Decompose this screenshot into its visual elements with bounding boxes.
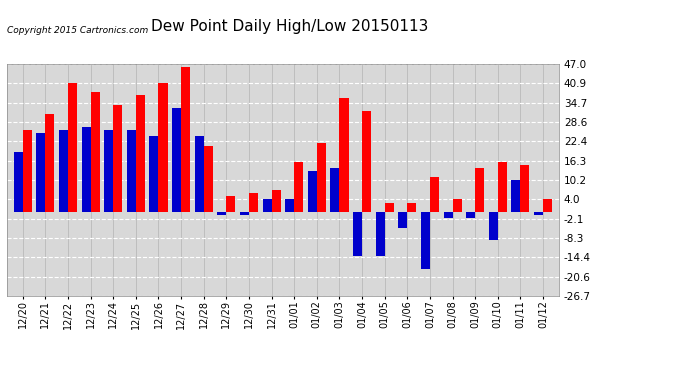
Bar: [511, 180, 520, 212]
Bar: [90, 92, 99, 212]
Bar: [272, 190, 281, 212]
Bar: [136, 95, 145, 212]
Bar: [534, 212, 543, 215]
Bar: [308, 171, 317, 212]
Bar: [520, 165, 529, 212]
Bar: [385, 202, 394, 212]
Bar: [285, 200, 294, 212]
Bar: [195, 136, 204, 212]
Bar: [249, 193, 258, 212]
Bar: [543, 200, 552, 212]
Bar: [430, 177, 439, 212]
Bar: [204, 146, 213, 212]
Bar: [444, 212, 453, 218]
Bar: [23, 130, 32, 212]
Bar: [294, 162, 304, 212]
Bar: [46, 114, 55, 212]
Bar: [226, 196, 235, 212]
Bar: [159, 82, 168, 212]
Bar: [421, 212, 430, 269]
Bar: [407, 202, 416, 212]
Bar: [127, 130, 136, 212]
Text: Copyright 2015 Cartronics.com: Copyright 2015 Cartronics.com: [7, 26, 148, 35]
Bar: [375, 212, 385, 256]
Bar: [172, 108, 181, 212]
Bar: [240, 212, 249, 215]
Bar: [37, 133, 46, 212]
Bar: [497, 162, 507, 212]
Legend: Low  (°F), High  (°F): Low (°F), High (°F): [521, 18, 659, 34]
Bar: [113, 105, 122, 212]
Bar: [453, 200, 462, 212]
Bar: [466, 212, 475, 218]
Bar: [317, 142, 326, 212]
Bar: [331, 168, 339, 212]
Text: Dew Point Daily High/Low 20150113: Dew Point Daily High/Low 20150113: [151, 19, 428, 34]
Bar: [14, 152, 23, 212]
Bar: [362, 111, 371, 212]
Bar: [81, 127, 90, 212]
Bar: [68, 82, 77, 212]
Bar: [217, 212, 226, 215]
Bar: [104, 130, 113, 212]
Bar: [181, 67, 190, 212]
Bar: [489, 212, 497, 240]
Bar: [150, 136, 159, 212]
Bar: [59, 130, 68, 212]
Bar: [353, 212, 362, 256]
Bar: [398, 212, 407, 228]
Bar: [262, 200, 272, 212]
Bar: [475, 168, 484, 212]
Bar: [339, 99, 348, 212]
